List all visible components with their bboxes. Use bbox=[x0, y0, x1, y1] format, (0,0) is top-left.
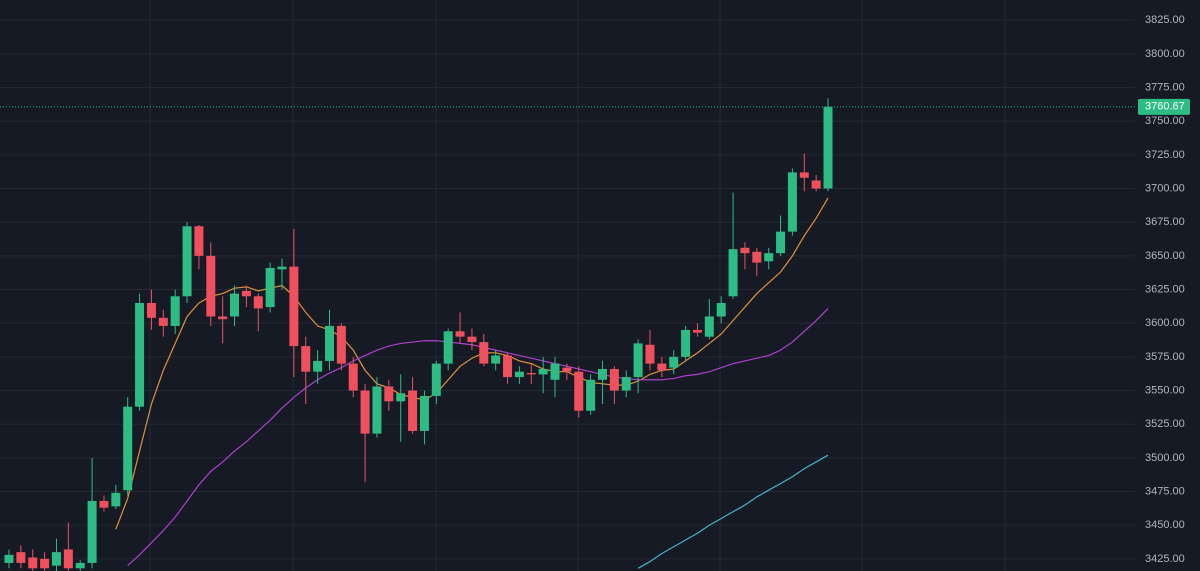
y-tick-label: 3825.00 bbox=[1145, 14, 1185, 26]
y-tick-label: 3550.00 bbox=[1145, 384, 1185, 396]
candle-body bbox=[776, 231, 786, 254]
candle-body bbox=[692, 329, 702, 333]
candle-body bbox=[301, 346, 311, 372]
candle-body bbox=[336, 325, 346, 364]
y-tick-label: 3650.00 bbox=[1145, 250, 1185, 262]
y-tick-label: 3600.00 bbox=[1145, 317, 1185, 329]
candle-body bbox=[455, 331, 465, 337]
price-axis: 3425.00 3450.00 3475.00 3500.00 3525.00 3550.… bbox=[1138, 14, 1190, 565]
candle-body bbox=[811, 180, 821, 189]
candle-body bbox=[491, 355, 501, 364]
candle-body bbox=[728, 249, 738, 297]
moving-average-line bbox=[637, 454, 829, 569]
last-price-box bbox=[1138, 98, 1190, 115]
candle-body bbox=[396, 393, 406, 402]
candle-body bbox=[787, 172, 797, 232]
candle-body bbox=[265, 267, 275, 308]
candle-body bbox=[609, 368, 619, 391]
candle-body bbox=[372, 386, 382, 434]
candle-body bbox=[313, 360, 323, 372]
candle-body bbox=[16, 552, 26, 563]
candle-body bbox=[51, 552, 61, 566]
candle-body bbox=[799, 172, 809, 178]
candle-body bbox=[123, 406, 133, 491]
candle-body bbox=[158, 317, 168, 326]
candle-body bbox=[408, 390, 418, 431]
candle-body bbox=[182, 226, 192, 297]
candle-body bbox=[324, 325, 334, 361]
candle-body bbox=[598, 368, 607, 380]
candle-body bbox=[740, 247, 750, 254]
y-tick-label: 3775.00 bbox=[1145, 81, 1185, 93]
candle-body bbox=[87, 500, 97, 563]
candle-body bbox=[277, 266, 287, 270]
y-tick-label: 3425.00 bbox=[1145, 553, 1185, 565]
y-tick-label: 3700.00 bbox=[1145, 182, 1185, 194]
candle-body bbox=[146, 303, 156, 318]
candle-body bbox=[431, 363, 441, 396]
candle-body bbox=[218, 316, 228, 320]
candle-body bbox=[514, 371, 524, 378]
candle-body bbox=[419, 395, 429, 431]
candle-body bbox=[443, 331, 453, 364]
candle-body bbox=[716, 303, 726, 317]
candle-body bbox=[645, 344, 655, 364]
candle-body bbox=[503, 355, 513, 378]
candle-body bbox=[135, 303, 145, 407]
candle-body bbox=[633, 343, 643, 378]
y-tick-label: 3525.00 bbox=[1145, 418, 1185, 430]
last-price-label: 3760.67 bbox=[1145, 101, 1185, 113]
plot bbox=[0, 98, 1135, 571]
candle-body bbox=[538, 368, 548, 375]
candle-body bbox=[384, 386, 394, 402]
candle-body bbox=[657, 363, 667, 371]
candle-body bbox=[28, 557, 38, 569]
y-tick-label: 3500.00 bbox=[1145, 452, 1185, 464]
moving-average-line bbox=[127, 307, 829, 567]
candle-body bbox=[289, 266, 299, 347]
candle-body bbox=[206, 255, 216, 317]
candle-body bbox=[63, 549, 73, 569]
time-grid bbox=[149, 0, 1006, 571]
candle-body bbox=[752, 251, 762, 263]
y-tick-label: 3625.00 bbox=[1145, 283, 1185, 295]
y-tick-label: 3725.00 bbox=[1145, 149, 1185, 161]
candle-body bbox=[75, 562, 85, 569]
candle-body bbox=[360, 390, 370, 434]
candle-body bbox=[194, 226, 204, 256]
y-tick-label: 3575.00 bbox=[1145, 351, 1185, 363]
candle-body bbox=[550, 363, 560, 380]
candle-body bbox=[704, 316, 714, 337]
y-tick-label: 3750.00 bbox=[1145, 115, 1185, 127]
candle-body bbox=[230, 293, 240, 317]
candle-body bbox=[348, 363, 358, 391]
candle-body bbox=[467, 336, 477, 343]
candle-body bbox=[586, 379, 596, 411]
candle-body bbox=[764, 253, 774, 262]
y-tick-label: 3675.00 bbox=[1145, 216, 1185, 228]
candle-body bbox=[99, 500, 109, 508]
candle-body bbox=[621, 377, 631, 391]
candle-body bbox=[823, 106, 833, 189]
candle-body bbox=[526, 373, 536, 375]
candle-body bbox=[574, 371, 584, 411]
y-tick-label: 3450.00 bbox=[1145, 519, 1185, 531]
candle-body bbox=[253, 296, 263, 309]
candle-body bbox=[681, 329, 691, 357]
candle-body bbox=[562, 367, 572, 372]
candle-body bbox=[241, 290, 251, 297]
candle-body bbox=[4, 554, 14, 563]
grid bbox=[0, 19, 1135, 560]
candle-body bbox=[111, 492, 121, 507]
candle-body bbox=[40, 558, 50, 569]
y-tick-label: 3800.00 bbox=[1145, 48, 1185, 60]
candle-body bbox=[479, 342, 489, 364]
candle-body bbox=[669, 356, 679, 368]
y-tick-label: 3475.00 bbox=[1145, 485, 1185, 497]
candle-body bbox=[170, 296, 180, 326]
